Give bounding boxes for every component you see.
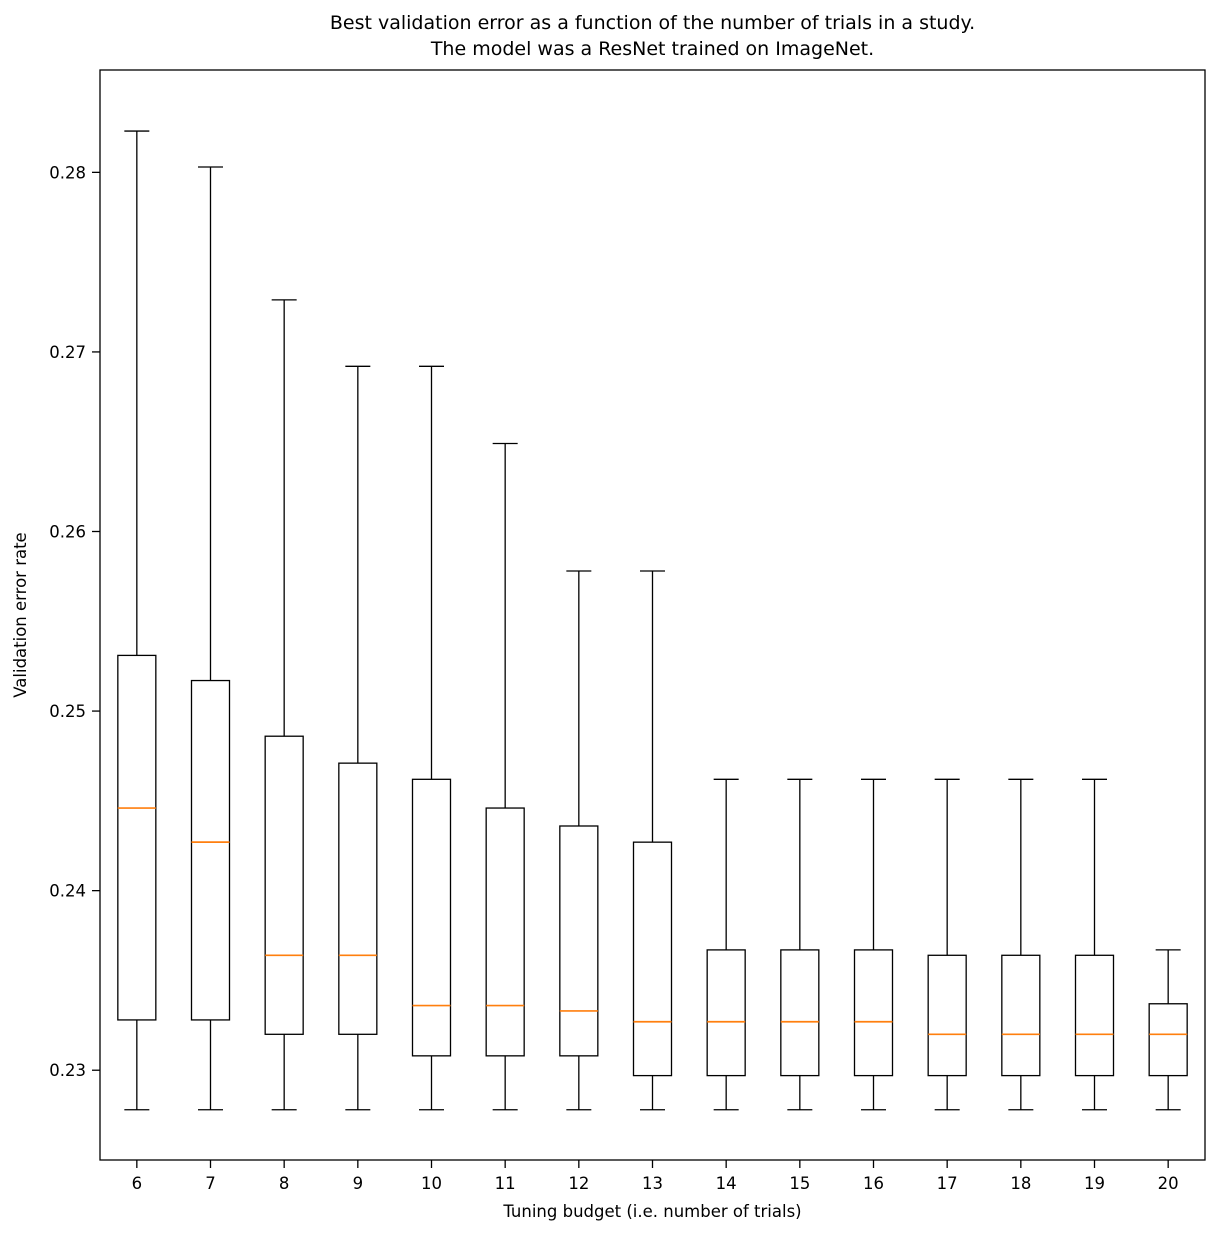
box-16: [853, 778, 894, 1111]
iqr-box: [780, 949, 820, 1077]
x-tick-label: 7: [205, 1174, 216, 1193]
x-tick-label: 16: [863, 1174, 884, 1193]
iqr-box: [632, 841, 673, 1077]
chart-title-line2: The model was a ResNet trained on ImageN…: [430, 38, 875, 60]
box-14: [706, 778, 746, 1111]
iqr-box: [853, 949, 894, 1077]
x-tick-label: 13: [642, 1174, 663, 1193]
x-tick-label: 15: [789, 1174, 810, 1193]
box-13: [632, 570, 673, 1111]
x-tick-label: 12: [568, 1174, 589, 1193]
box-18: [1001, 778, 1041, 1111]
iqr-box: [1074, 954, 1115, 1077]
box-8: [264, 299, 304, 1111]
iqr-box: [411, 778, 452, 1057]
iqr-box: [264, 735, 304, 1035]
y-axis-label: Validation error rate: [11, 532, 30, 697]
iqr-box: [338, 762, 378, 1035]
box-12: [559, 570, 599, 1111]
iqr-box: [559, 825, 599, 1057]
box-19: [1074, 778, 1115, 1111]
y-tick-label: 0.25: [49, 702, 86, 721]
box-17: [927, 778, 967, 1111]
x-tick-label: 14: [716, 1174, 737, 1193]
iqr-box: [485, 807, 525, 1057]
box-6: [117, 130, 157, 1111]
iqr-box: [190, 679, 231, 1021]
x-axis-label: Tuning budget (i.e. number of trials): [502, 1202, 801, 1221]
x-tick-label: 18: [1010, 1174, 1031, 1193]
chart-title: Best validation error as a function of t…: [100, 10, 1205, 62]
x-tick-label: 6: [132, 1174, 143, 1193]
y-tick-label: 0.26: [49, 522, 86, 541]
iqr-box: [1148, 1003, 1188, 1077]
x-tick-label: 19: [1084, 1174, 1105, 1193]
box-9: [338, 365, 378, 1111]
x-tick-label: 8: [279, 1174, 290, 1193]
x-tick-label: 17: [937, 1174, 958, 1193]
x-tick-label: 10: [421, 1174, 442, 1193]
y-tick-label: 0.24: [49, 882, 86, 901]
x-tick-label: 20: [1158, 1174, 1179, 1193]
box-10: [411, 365, 452, 1111]
iqr-box: [117, 654, 157, 1021]
box-7: [190, 166, 231, 1111]
x-tick-label: 9: [353, 1174, 364, 1193]
y-tick-label: 0.27: [49, 343, 86, 362]
box-11: [485, 442, 525, 1111]
x-tick-label: 11: [495, 1174, 516, 1193]
iqr-box: [706, 949, 746, 1077]
box-15: [780, 778, 820, 1111]
y-tick-label: 0.28: [49, 163, 86, 182]
iqr-box: [1001, 954, 1041, 1077]
iqr-box: [927, 954, 967, 1077]
box-20: [1148, 949, 1188, 1111]
chart-title-line1: Best validation error as a function of t…: [329, 12, 976, 34]
y-tick-label: 0.23: [49, 1061, 86, 1080]
